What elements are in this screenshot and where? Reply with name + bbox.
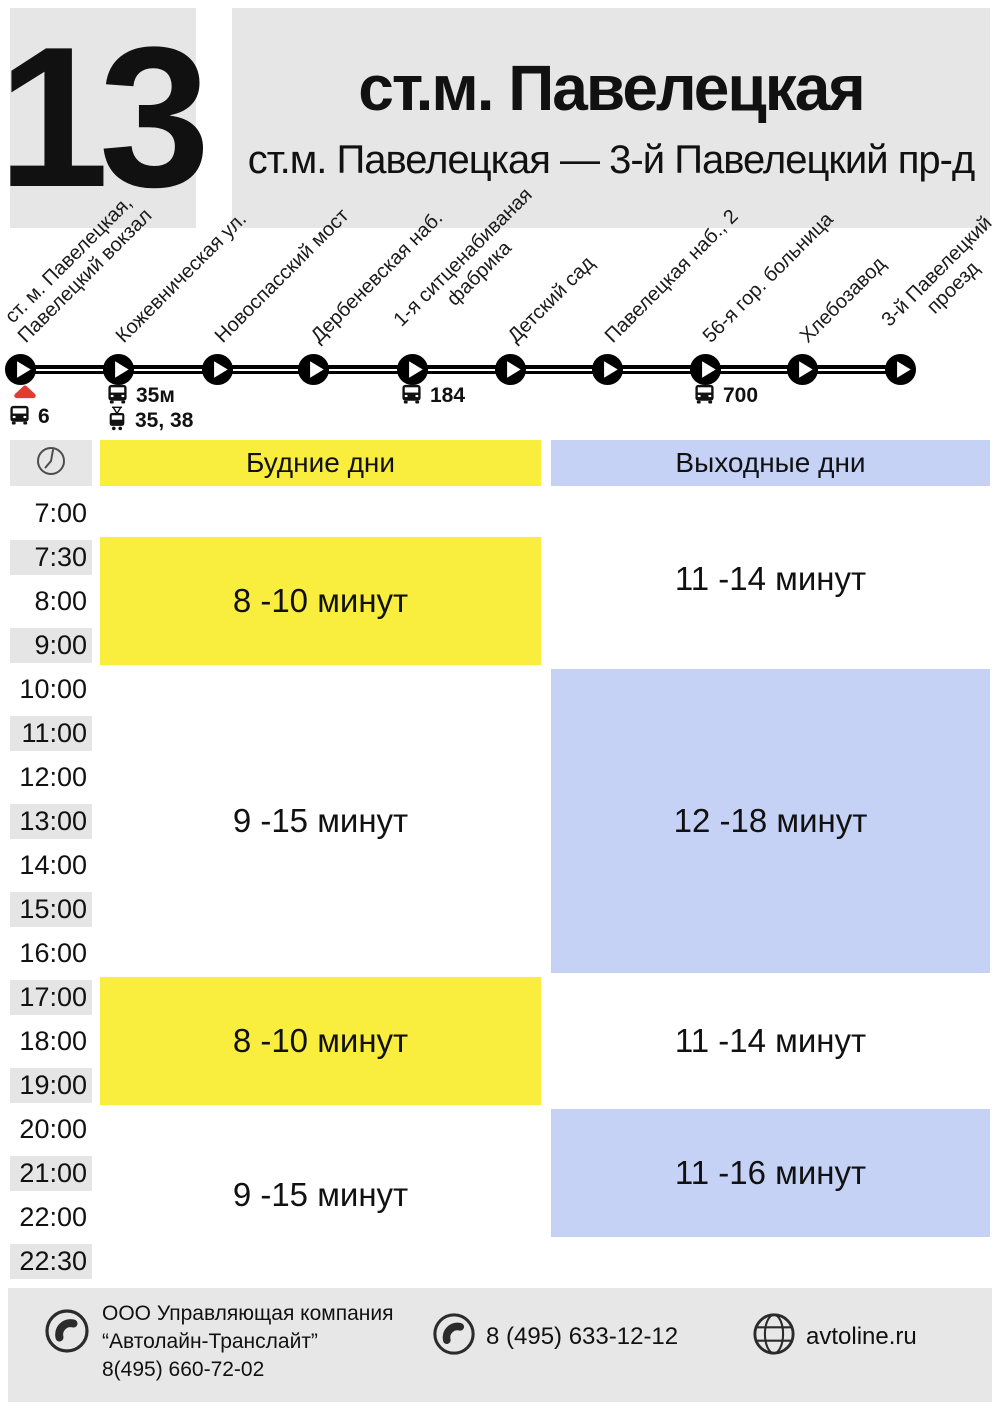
terminal-marker-icon	[8, 384, 50, 402]
route-stop-icon	[4, 353, 37, 386]
route-subtitle: ст.м. Павелецкая — 3-й Павелецкий пр-д	[247, 138, 976, 182]
route-stop-label: 3-й Павелецкий проезд	[877, 212, 1000, 348]
route-stop-icon	[689, 353, 722, 386]
route-stop-icon	[884, 353, 917, 386]
route-stop-icon	[591, 353, 624, 386]
route-title: ст.м. Павелецкая	[358, 52, 865, 124]
route-stop-label: Детский сад	[504, 252, 600, 348]
connection-route: 700	[693, 384, 758, 408]
route-stop-label-line: Хлебозавод	[795, 253, 891, 348]
bus-icon	[8, 404, 31, 431]
company-line: 8(495) 660-72-02	[102, 1358, 265, 1381]
connection-route-number: 6	[38, 405, 50, 428]
stop-connections: 6	[8, 384, 50, 430]
bus-icon	[106, 383, 129, 410]
connection-route-number: 184	[430, 384, 466, 407]
connection-route: 35м	[106, 384, 193, 408]
time-row-label: 22:30	[10, 1243, 92, 1279]
route-number-box: 13	[0, 8, 210, 228]
schedule-clock-cell	[10, 440, 92, 486]
company-line: “Автолайн-Транслайт”	[102, 1330, 318, 1353]
connection-route-number: 35, 38	[135, 409, 194, 432]
time-row-label: 7:30	[10, 539, 92, 575]
route-stop-icon	[786, 353, 819, 386]
time-row-label: 21:00	[10, 1155, 92, 1191]
time-row-label: 19:00	[10, 1067, 92, 1103]
stop-connections: 35м 35, 38	[106, 384, 193, 434]
website-url: avtoline.ru	[806, 1323, 917, 1350]
clock-icon	[31, 441, 71, 486]
weekend-column-header: Выходные дни	[551, 440, 990, 486]
phone-icon	[432, 1312, 476, 1361]
time-row-label: 9:00	[10, 627, 92, 663]
connection-route-number: 35м	[136, 384, 175, 407]
interval-block: 12 -18 минут	[551, 669, 990, 973]
route-stop-icon	[494, 353, 527, 386]
company-line: ООО Управляющая компания	[102, 1302, 394, 1325]
globe-icon	[752, 1312, 796, 1361]
interval-block: 8 -10 минут	[100, 537, 541, 665]
connection-route: 6	[8, 405, 50, 429]
time-row-label: 20:00	[19, 1113, 87, 1144]
footer: ООО Управляющая компания “Автолайн-Транс…	[8, 1288, 992, 1402]
stop-connections: 184	[400, 384, 465, 409]
route-stop-icon	[102, 353, 135, 386]
time-row-label: 17:00	[10, 979, 92, 1015]
time-row-label: 14:00	[19, 849, 87, 880]
weekday-column-header: Будние дни	[100, 440, 541, 486]
company-info: ООО Управляющая компания “Автолайн-Транс…	[102, 1300, 393, 1384]
route-stop-label: Хлебозавод	[796, 253, 891, 348]
interval-text: 9 -15 минут	[232, 1176, 409, 1213]
time-row-label: 10:00	[19, 673, 87, 704]
connection-route-number: 700	[723, 384, 759, 407]
route-stop-icon	[396, 353, 429, 386]
connection-route: 35, 38	[106, 406, 194, 436]
interval-block: 11 -16 минут	[551, 1109, 990, 1237]
connection-route: 184	[400, 384, 465, 408]
time-row-label: 8:00	[34, 585, 87, 616]
phone-icon	[44, 1308, 90, 1359]
time-row-label: 7:00	[34, 497, 87, 528]
tram-icon	[106, 406, 128, 436]
route-line	[12, 365, 912, 374]
stop-connections: 700	[693, 384, 758, 409]
bus-icon	[400, 383, 423, 410]
time-row-label: 22:00	[19, 1201, 87, 1232]
interval-text: 11 -14 минут	[674, 560, 867, 597]
route-number: 13	[0, 6, 210, 229]
route-stop-icon	[201, 353, 234, 386]
dispatcher-phone: 8 (495) 633-12-12	[486, 1323, 679, 1350]
route-stop-icon	[297, 353, 330, 386]
interval-text: 9 -15 минут	[232, 802, 409, 839]
bus-icon	[693, 383, 716, 410]
interval-text: 11 -14 минут	[674, 1022, 867, 1059]
time-row-label: 12:00	[19, 761, 87, 792]
time-row-label: 16:00	[19, 937, 87, 968]
time-row-label: 11:00	[10, 715, 92, 751]
route-title-box: ст.м. Павелецкая ст.м. Павелецкая — 3-й …	[232, 8, 990, 228]
route-stop-label-line: Детский сад	[503, 252, 599, 348]
time-row-label: 15:00	[10, 891, 92, 927]
interval-block: 8 -10 минут	[100, 977, 541, 1105]
time-row-label: 18:00	[19, 1025, 87, 1056]
time-row-label: 13:00	[10, 803, 92, 839]
